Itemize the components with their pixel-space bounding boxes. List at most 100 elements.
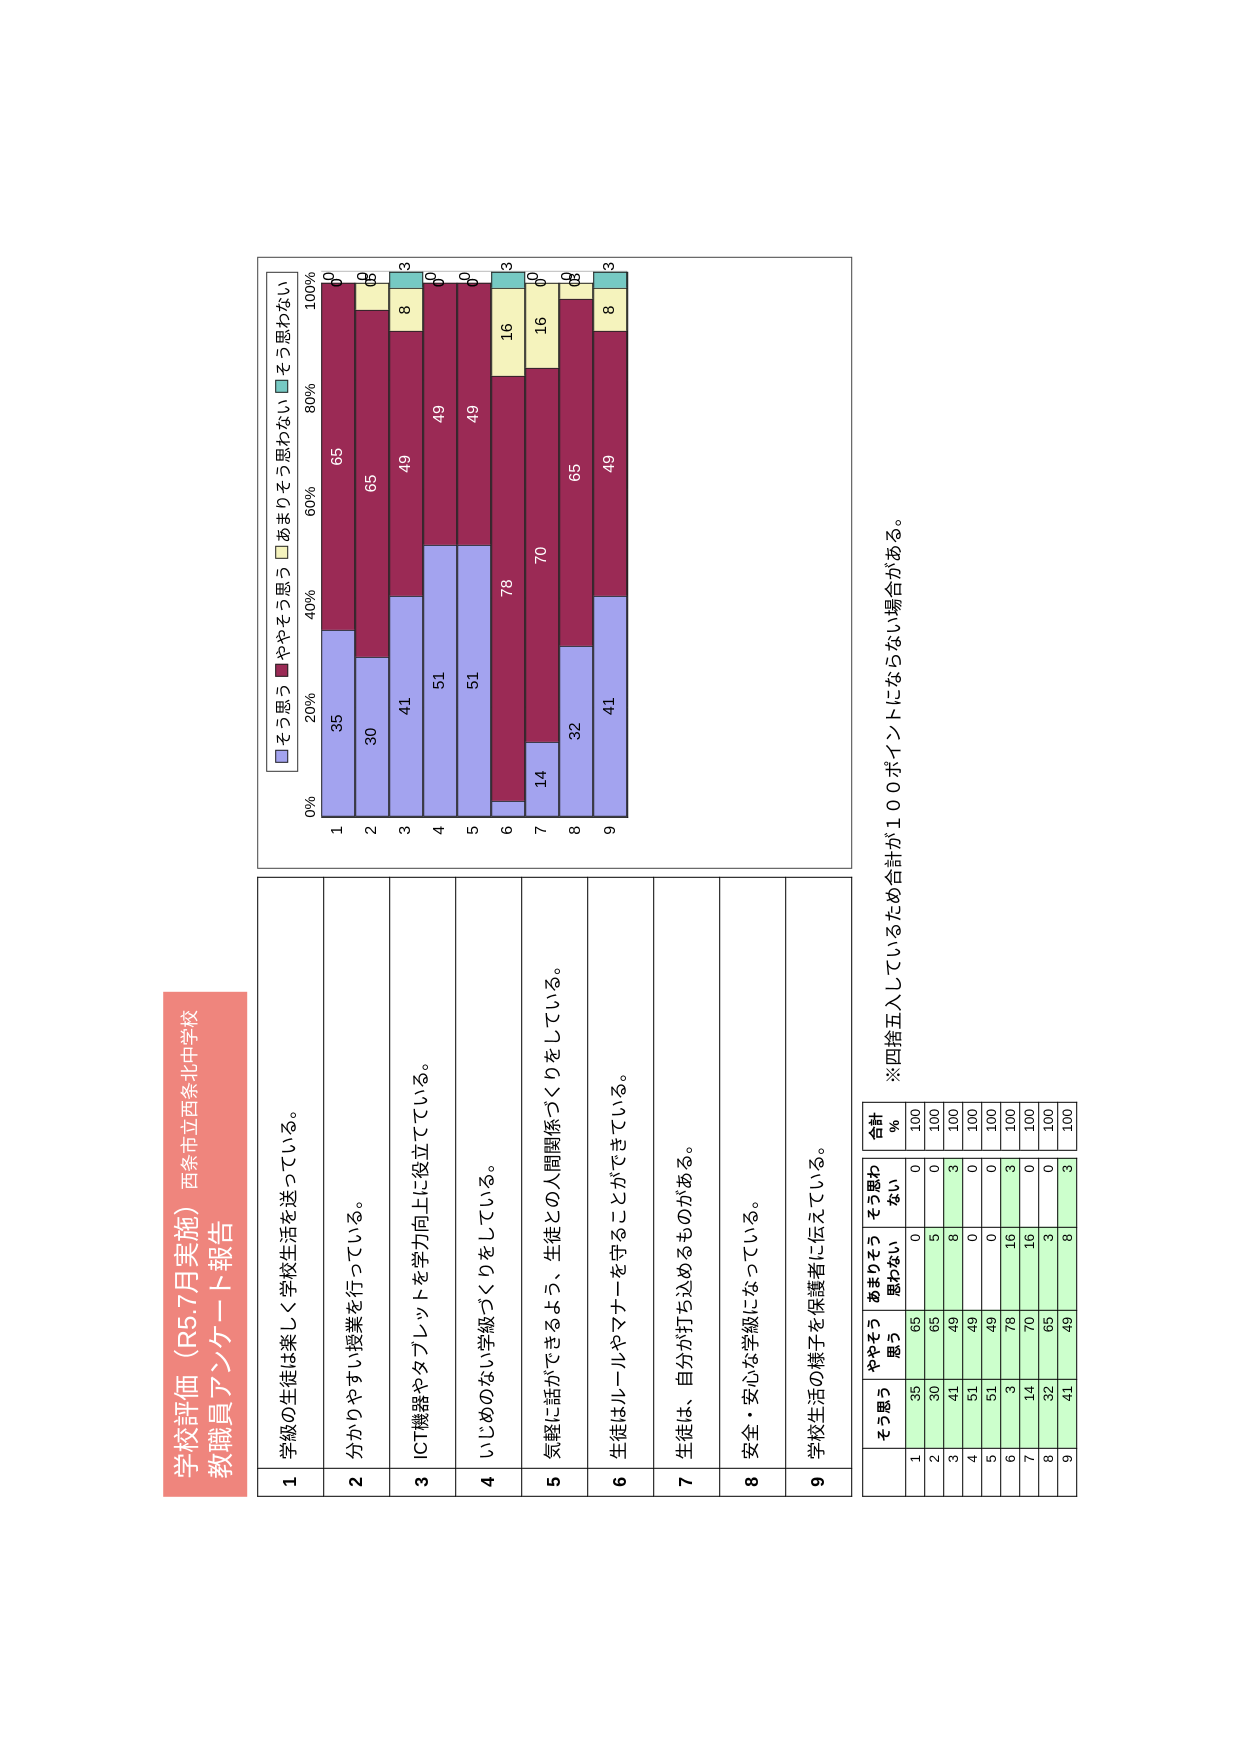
bar-segment: 30: [355, 657, 389, 817]
bar-segment: 41: [593, 596, 627, 817]
question-row: 9学校生活の様子を保護者に伝えている。: [785, 878, 851, 1497]
question-number: 4: [455, 1469, 521, 1497]
table-cell: 0: [962, 1159, 981, 1228]
table-total: 100: [981, 1103, 1000, 1151]
header: 学校評価（R5.7月実施）西条市立西条北中学校 教職員アンケート報告: [163, 257, 247, 1497]
title-sub: 西条市立西条北中学校: [180, 1010, 200, 1190]
bar-value: 49: [397, 453, 415, 475]
bar-row: 3565000: [321, 272, 355, 817]
question-row: 1学級の生徒は楽しく学校生活を送っている。: [257, 878, 323, 1497]
table-row: 1356500100: [905, 1103, 924, 1497]
legend-swatch: [275, 546, 288, 559]
legend-swatch: [275, 380, 288, 393]
table-cell: 30: [924, 1380, 943, 1449]
data-table: そう思うややそう思うあまりそう思わないそう思わない合計% 13565001002…: [862, 1102, 1077, 1497]
bar-value: 30: [363, 726, 381, 748]
table-cell: 5: [924, 1228, 943, 1311]
table-cell: 3: [1057, 1159, 1076, 1228]
table-rownum: 9: [1057, 1449, 1076, 1497]
table-total: 100: [1038, 1103, 1057, 1151]
bar-value: 65: [363, 473, 381, 495]
bar-value: 0: [321, 272, 355, 281]
question-text: いじめのない学級づくりをしている。: [455, 878, 521, 1469]
bar-row: 3065500: [355, 272, 389, 817]
bar-value: 65: [567, 462, 585, 484]
question-row: 2分かりやすい授業を行っている。: [323, 878, 389, 1497]
table-cell: 65: [905, 1311, 924, 1380]
bar-row-label: 4: [423, 818, 457, 854]
bar-row: 5149000: [423, 272, 457, 817]
table-cell: 3: [1038, 1228, 1057, 1311]
question-number: 5: [521, 1469, 587, 1497]
table-cell: 0: [981, 1228, 1000, 1311]
question-number: 7: [653, 1469, 719, 1497]
bar-value: 3: [499, 260, 517, 273]
table-cell: 51: [962, 1380, 981, 1449]
table-cell: 70: [1019, 1311, 1038, 1380]
table-rownum: 4: [962, 1449, 981, 1497]
table-total: 100: [1019, 1103, 1038, 1151]
bar-segment: 70: [525, 368, 559, 742]
table-row: 2306550100: [924, 1103, 943, 1497]
bar-value: 0: [423, 272, 457, 281]
question-text: 学校生活の様子を保護者に伝えている。: [785, 878, 851, 1469]
bar-row: 378163: [491, 272, 525, 817]
bar-row: 14701600: [525, 272, 559, 817]
table-cell: 65: [924, 1311, 943, 1380]
table-cell: 8: [943, 1228, 962, 1311]
bar-value: 41: [601, 695, 619, 717]
bar-segment: 8: [389, 288, 423, 331]
bar-value: 51: [465, 670, 483, 692]
question-text: 安全・安心な学級になっている。: [719, 878, 785, 1469]
table-rownum: 8: [1038, 1449, 1057, 1497]
legend-label: そう思う: [270, 683, 294, 747]
question-table: 1学級の生徒は楽しく学校生活を送っている。2分かりやすい授業を行っている。3IC…: [257, 877, 852, 1497]
table-total: 100: [962, 1103, 981, 1151]
bar-value: 78: [499, 578, 517, 600]
bar-value: 0: [457, 272, 491, 281]
bar-segment: 16: [525, 283, 559, 368]
axis-tick: 80%: [302, 384, 319, 414]
table-total: 100: [924, 1103, 943, 1151]
table-rownum: 3: [943, 1449, 962, 1497]
table-header: そう思う: [862, 1380, 905, 1449]
table-cell: 3: [1000, 1380, 1019, 1449]
bar-row: 3265300: [559, 272, 593, 817]
legend-label: あまりそう思わない: [270, 399, 294, 543]
bar-segment: 49: [389, 331, 423, 595]
table-cell: 16: [1019, 1228, 1038, 1311]
question-number: 2: [323, 1469, 389, 1497]
bar-value: 65: [329, 446, 347, 468]
question-row: 4いじめのない学級づくりをしている。: [455, 878, 521, 1497]
table-cell: 0: [1038, 1159, 1057, 1228]
bar-segment: 49: [423, 283, 457, 545]
bar-segment: 3: [491, 801, 525, 817]
bar-value: 70: [533, 545, 551, 567]
table-row: 6378163100: [1000, 1103, 1019, 1497]
bar-chart: そう思う ややそう思う あまりそう思わない そう思わない 0%20%40%60%…: [257, 257, 852, 869]
footnote: ※四捨五入しているため合計が１００ポイントにならない場合がある。: [862, 509, 906, 1084]
bar-segment: 49: [457, 283, 491, 545]
bar-row: 5149000: [457, 272, 491, 817]
table-cell: 8: [1057, 1228, 1076, 1311]
bar-row-label: 6: [491, 818, 525, 854]
bar-value: 0: [355, 272, 389, 281]
question-text: 気軽に話ができるよう、生徒との人間関係づくりをしている。: [521, 878, 587, 1469]
axis-tick: 0%: [302, 796, 319, 818]
question-row: 8安全・安心な学級になっている。: [719, 878, 785, 1497]
bar-segment: 41: [389, 596, 423, 817]
bar-row-label: 8: [560, 818, 594, 854]
axis-tick: 40%: [302, 590, 319, 620]
question-row: 5気軽に話ができるよう、生徒との人間関係づくりをしている。: [521, 878, 587, 1497]
question-number: 8: [719, 1469, 785, 1497]
bar-value: 35: [329, 713, 347, 735]
table-header: そう思わない: [862, 1159, 905, 1228]
axis-tick: 20%: [302, 693, 319, 723]
bar-row-label: 3: [389, 818, 423, 854]
legend-label: ややそう思う: [270, 565, 294, 661]
bar-value: 8: [397, 304, 415, 317]
bar-row-label: 5: [457, 818, 491, 854]
table-row: 3414983100: [943, 1103, 962, 1497]
table-cell: 35: [905, 1380, 924, 1449]
axis-tick: 60%: [302, 487, 319, 517]
